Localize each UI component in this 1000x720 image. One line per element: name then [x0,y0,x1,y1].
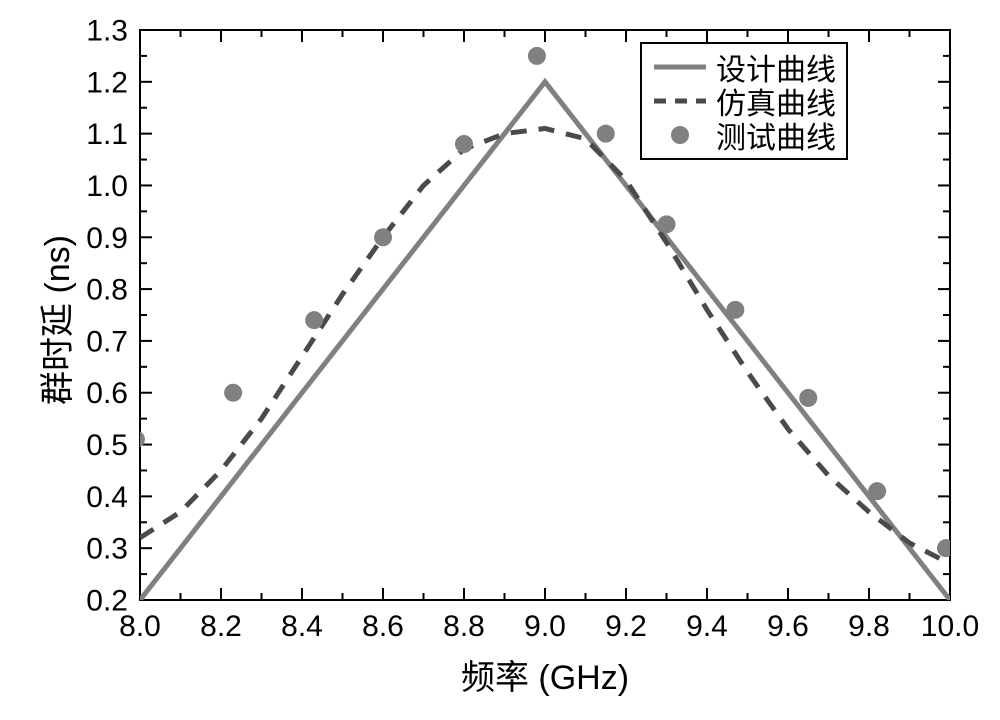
legend-swatch-sim [652,86,708,116]
xtick-label: 9.8 [848,610,890,643]
test-point [374,228,392,246]
x-axis-label: 频率 (GHz) [461,650,629,699]
group-delay-chart: 8.08.28.48.68.89.09.29.49.69.810.00.20.3… [0,0,1000,720]
test-point [658,215,676,233]
xtick-label: 8.6 [362,610,404,643]
legend-label-test: 测试曲线 [716,113,836,157]
ytick-label: 0.2 [86,585,128,618]
ytick-label: 0.7 [86,325,128,358]
test-point [868,482,886,500]
test-point [305,311,323,329]
ytick-label: 1.3 [86,15,128,48]
test-point [799,389,817,407]
ytick-label: 0.6 [86,377,128,410]
test-point [127,430,145,448]
xtick-label: 9.0 [524,610,566,643]
xtick-label: 8.8 [443,610,485,643]
test-point [455,135,473,153]
ytick-label: 0.5 [86,429,128,462]
xtick-label: 10.0 [921,610,979,643]
ytick-label: 0.9 [86,222,128,255]
test-point [528,47,546,65]
xtick-label: 9.2 [605,610,647,643]
ytick-label: 1.2 [86,66,128,99]
test-point [224,384,242,402]
y-axis-label: 群时延 (ns) [30,235,79,405]
xtick-label: 9.6 [767,610,809,643]
ytick-label: 0.3 [86,533,128,566]
ytick-label: 0.4 [86,481,128,514]
xtick-label: 8.2 [200,610,242,643]
ytick-label: 0.8 [86,274,128,307]
xtick-label: 8.4 [281,610,323,643]
test-point [597,125,615,143]
legend-swatch-design [652,52,708,82]
ytick-label: 1.1 [86,118,128,151]
test-point [937,539,955,557]
ytick-label: 1.0 [86,170,128,203]
chart-svg: 8.08.28.48.68.89.09.29.49.69.810.00.20.3… [0,0,1000,720]
legend: 设计曲线 仿真曲线 测试曲线 [640,42,848,160]
xtick-label: 9.4 [686,610,728,643]
legend-swatch-test [652,120,708,150]
test-point [726,301,744,319]
legend-item-test: 测试曲线 [652,118,836,152]
